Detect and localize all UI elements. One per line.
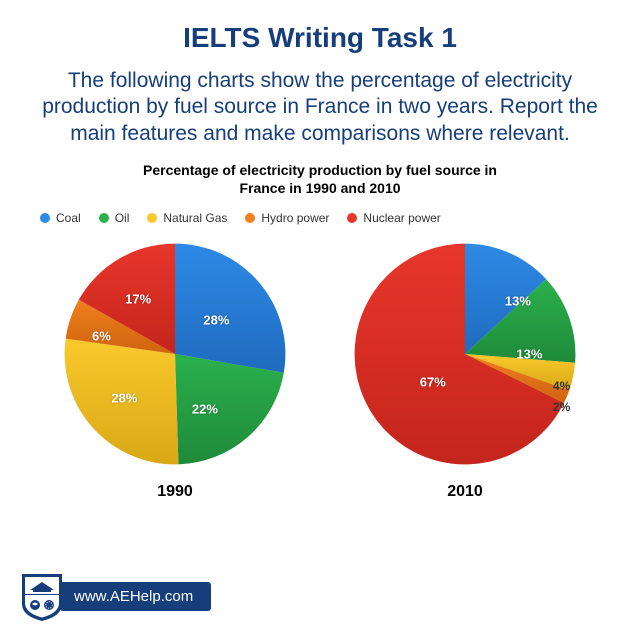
legend-label: Oil — [115, 211, 130, 225]
year-label: 2010 — [447, 483, 483, 501]
slice-label: 13% — [516, 347, 542, 362]
chart-title: Percentage of electricity production by … — [0, 155, 640, 203]
footer-url: www.AEHelp.com — [60, 582, 211, 611]
legend-swatch — [40, 213, 50, 223]
legend-item: Coal — [40, 211, 81, 225]
slice-label: 4% — [553, 379, 570, 393]
slice-label: 2% — [553, 400, 570, 414]
slice-label: 28% — [203, 312, 229, 327]
pie-holder: 13% 13% 4% 2% 67% — [350, 239, 580, 469]
pie-chart: 28% 22% 28% 6% 17% 1990 — [60, 239, 290, 501]
pie-holder: 28% 22% 28% 6% 17% — [60, 239, 290, 469]
legend-label: Coal — [56, 211, 81, 225]
legend-swatch — [347, 213, 357, 223]
footer: www.AEHelp.com — [18, 570, 211, 622]
slice-label: 6% — [92, 328, 111, 343]
year-label: 1990 — [157, 483, 193, 501]
pie-slice — [175, 244, 285, 373]
task-description: The following charts show the percentage… — [0, 54, 640, 155]
brand-badge-icon — [18, 570, 66, 622]
legend-item: Nuclear power — [347, 211, 440, 225]
legend-item: Natural Gas — [147, 211, 227, 225]
chart-legend: Coal Oil Natural Gas Hydro power Nuclear pow… — [0, 203, 640, 231]
slice-label: 67% — [420, 374, 446, 389]
pie-chart: 13% 13% 4% 2% 67% 2010 — [350, 239, 580, 501]
slice-label: 28% — [111, 390, 137, 405]
legend-item: Hydro power — [245, 211, 329, 225]
legend-label: Hydro power — [261, 211, 329, 225]
legend-swatch — [245, 213, 255, 223]
legend-swatch — [99, 213, 109, 223]
legend-item: Oil — [99, 211, 130, 225]
charts-row: 28% 22% 28% 6% 17% 1990 13% 13% 4% 2% 67% 2010 — [0, 231, 640, 501]
slice-label: 22% — [192, 402, 218, 417]
legend-swatch — [147, 213, 157, 223]
page-title: IELTS Writing Task 1 — [0, 0, 640, 54]
slice-label: 13% — [505, 294, 531, 309]
slice-label: 17% — [125, 291, 151, 306]
legend-label: Natural Gas — [163, 211, 227, 225]
legend-label: Nuclear power — [363, 211, 440, 225]
